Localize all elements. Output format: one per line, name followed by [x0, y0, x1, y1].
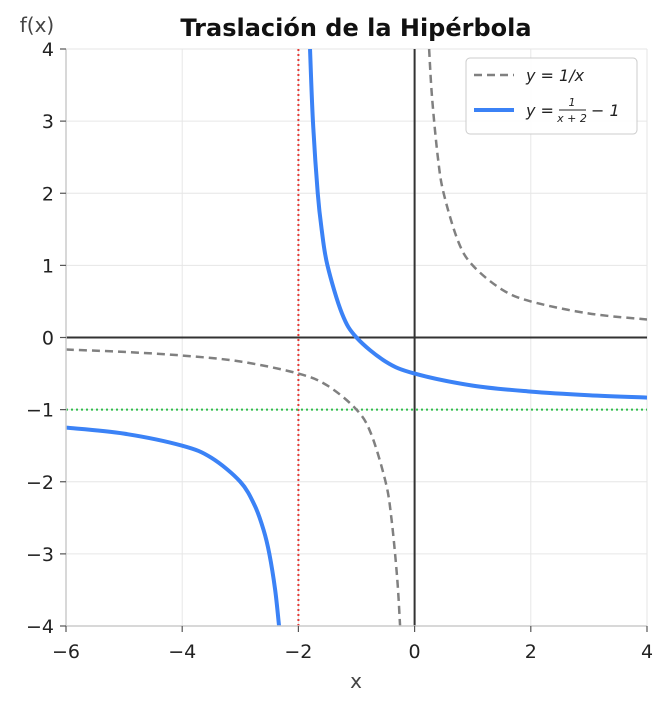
- x-tick-label: 2: [525, 641, 537, 663]
- y-tick-label: −2: [26, 472, 54, 494]
- x-tick-label: −6: [52, 641, 80, 663]
- y-tick-label: −3: [26, 544, 54, 566]
- legend-fraction-numerator: 1: [569, 96, 576, 109]
- legend-label-tail: − 1: [591, 101, 620, 120]
- legend-label-series-0: y = 1/x: [525, 66, 585, 85]
- x-tick-label: 4: [641, 641, 653, 663]
- x-tick-label: 0: [409, 641, 421, 663]
- series-0-curve-segment-1: [427, 49, 647, 321]
- chart-title: Traslación de la Hipérbola: [180, 14, 531, 42]
- y-tick-label: −1: [26, 400, 54, 422]
- legend: y = 1/x y = 1 x + 2 − 1: [465, 57, 638, 135]
- series-0-curve-segment-0: [66, 348, 402, 626]
- legend-box: [465, 57, 638, 135]
- series-1-curve-segment-0: [66, 425, 282, 626]
- y-axis-label: f(x): [20, 13, 54, 37]
- legend-label-series-1: y =: [525, 101, 554, 120]
- y-tick-label: 0: [42, 328, 54, 350]
- x-tick-label: −2: [284, 641, 312, 663]
- y-tick-label: 4: [42, 39, 54, 61]
- plot-area: [66, 49, 647, 626]
- y-tick-label: −4: [26, 616, 54, 638]
- y-tick-label: 3: [42, 111, 54, 133]
- legend-fraction-denominator: x + 2: [556, 112, 587, 125]
- x-axis-label: x: [350, 669, 362, 693]
- ticks: −6 −4 −2 0 2 4 −4 −3 −2 −1 0 1 2 3 4: [26, 39, 653, 663]
- series-1-curve-segment-1: [308, 49, 647, 400]
- y-tick-label: 1: [42, 255, 54, 277]
- y-tick-label: 2: [42, 183, 54, 205]
- x-tick-label: −4: [168, 641, 196, 663]
